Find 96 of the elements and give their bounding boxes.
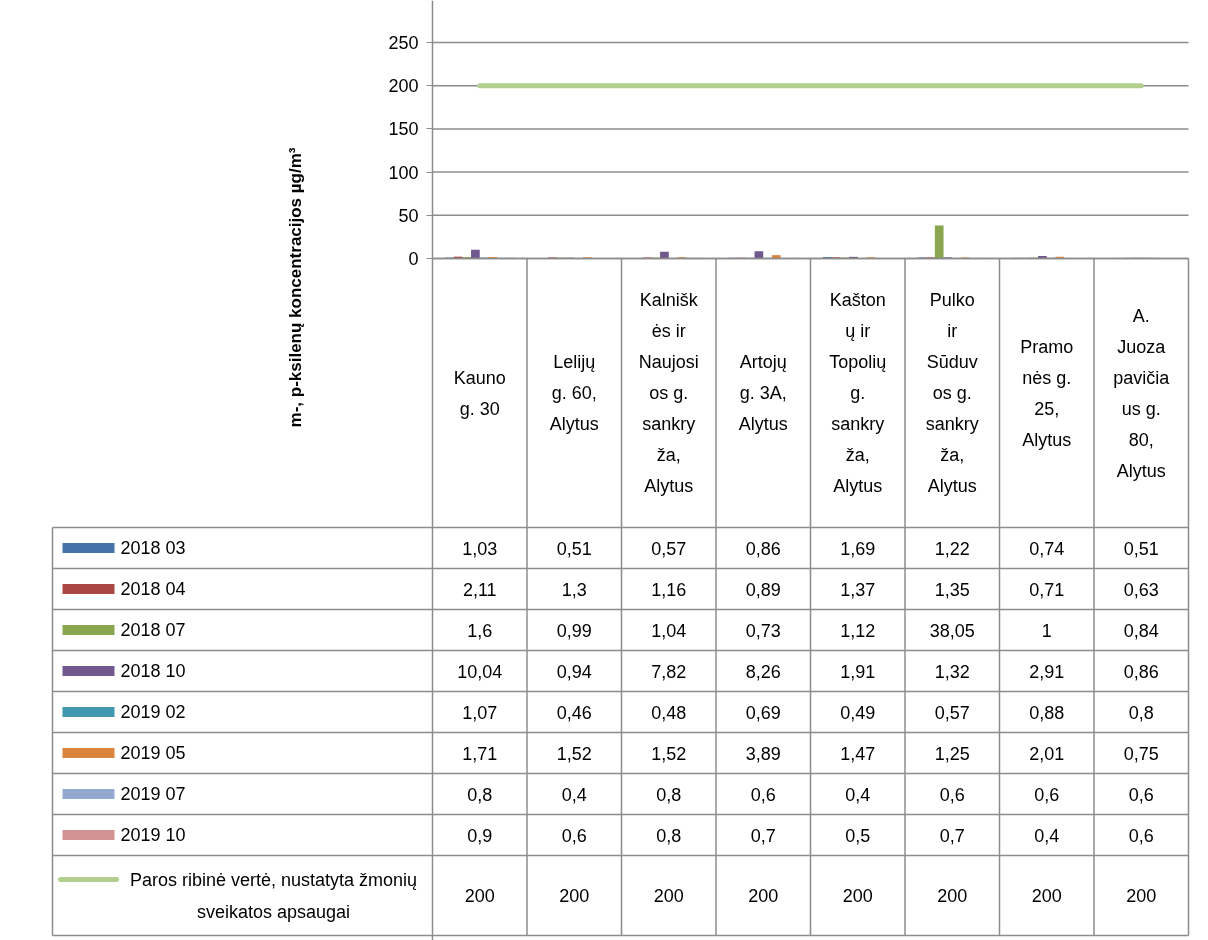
data-label: 1,71 [462,743,498,764]
data-label: 1,52 [651,743,687,764]
legend-label: 2018 03 [120,538,186,558]
data-label: 0,89 [745,579,781,600]
data-label: 200 [842,886,873,906]
data-label: 0,4 [561,784,587,805]
y-tick-label: 0 [408,249,419,269]
y-tick-label: 100 [388,162,419,183]
data-label: 1,04 [651,620,687,641]
data-label: 200 [1031,886,1062,906]
y-tick-label: 50 [398,205,419,226]
data-label: 1 [1041,620,1052,641]
data-label: 0,84 [1123,620,1159,641]
data-label: 0,48 [651,702,687,723]
legend-label: 2019 10 [120,825,186,845]
data-label: 0,7 [939,825,965,846]
x-tick-label: Kaštonų ir Topolių g. sankryža, Alytus [829,290,887,496]
data-label: 0,49 [840,702,876,723]
data-label: 0,57 [934,702,970,723]
data-label: 0,6 [1128,784,1154,805]
y-axis-title: m-, p-ksilenų koncentracijos µg/m³ [286,147,305,428]
data-label: 0,94 [556,661,592,682]
data-label: 0,5 [845,825,871,846]
data-label: 0,57 [651,538,687,559]
x-tick-label: Pramonės g. 25, Alytus [1020,336,1074,450]
data-label: 3,89 [745,743,781,764]
data-label: 0,6 [1034,784,1060,805]
data-label: 0,51 [1123,538,1159,559]
legend-label: 2019 05 [120,743,186,763]
data-label: 0,88 [1029,702,1065,723]
data-label: 1,07 [462,702,498,723]
legend-label: 2019 07 [120,784,186,804]
data-label: 0,6 [1128,825,1154,846]
data-label: 0,6 [750,784,776,805]
data-label: 1,37 [840,579,876,600]
data-label: 0,8 [656,784,682,805]
data-label: 0,7 [750,825,776,846]
data-label: 200 [559,886,590,906]
data-label: 38,05 [929,620,975,641]
data-label: 1,32 [934,661,970,682]
data-label: 1,52 [556,743,592,764]
data-label: 0,75 [1123,743,1159,764]
data-label: 8,26 [745,661,781,682]
data-label: 1,25 [934,743,970,764]
data-label: 200 [1126,886,1157,906]
data-label: 0,74 [1029,538,1065,559]
data-label: 1,3 [561,579,587,600]
data-label: 0,86 [1123,661,1159,682]
data-label: 0,6 [939,784,965,805]
data-label: 0,73 [745,620,781,641]
data-label: 0,6 [561,825,587,846]
legend-label: 2019 02 [120,702,186,722]
data-label: 7,82 [651,661,687,682]
data-label: 1,47 [840,743,876,764]
data-label: 0,4 [1034,825,1060,846]
data-label: 1,03 [462,538,498,559]
data-label: 0,8 [1128,702,1154,723]
data-label: 0,99 [556,620,592,641]
data-label: 0,86 [745,538,781,559]
data-label: 1,22 [934,538,970,559]
data-label: 0,51 [556,538,592,559]
legend-label: 2018 04 [120,579,186,599]
x-tick-label: Pulko ir Sūduvos g. sankryža, Alytus [925,290,979,496]
data-label: 0,46 [556,702,592,723]
data-label: 2,11 [462,579,497,600]
y-tick-label: 150 [388,119,419,140]
data-label: 1,6 [467,620,493,641]
y-tick-label: 250 [388,33,419,53]
x-tick-label: Kauno g. 30 [453,367,506,419]
data-label: 0,69 [745,702,781,723]
data-label: 0,8 [467,784,493,805]
data-label: 200 [653,886,684,906]
legend-label: 2018 10 [120,661,186,681]
data-label: 2,01 [1029,743,1065,764]
data-label: 200 [748,886,779,906]
data-label: 1,69 [840,538,876,559]
data-label: 0,4 [845,784,871,805]
data-label: 0,63 [1123,579,1159,600]
data-label: 0,9 [467,825,493,846]
x-tick-label: Lelijų g. 60, Alytus [549,352,599,434]
data-label: 0,71 [1029,579,1065,600]
x-tick-label: Artojų g. 3A, Alytus [738,352,788,434]
legend-label: Paros ribinė vertė, nustatyta žmonių sveikatos apsaugai [129,869,418,922]
data-label: 2,91 [1029,661,1065,682]
data-label: 200 [464,886,495,906]
x-tick-label: Kalniškės ir Naujosios g. sankryža, Alytus [638,290,699,496]
data-label: 200 [937,886,968,906]
data-label: 1,91 [840,661,876,682]
x-tick-label: A. Juozapavičiaus g. 80, Alytus [1113,305,1171,481]
legend-label: 2018 07 [120,620,186,640]
data-label: 1,12 [840,620,876,641]
data-label: 1,16 [651,579,687,600]
y-tick-label: 200 [388,76,419,97]
data-label: 0,8 [656,825,682,846]
data-label: 10,04 [457,661,503,682]
data-label: 1,35 [934,579,970,600]
